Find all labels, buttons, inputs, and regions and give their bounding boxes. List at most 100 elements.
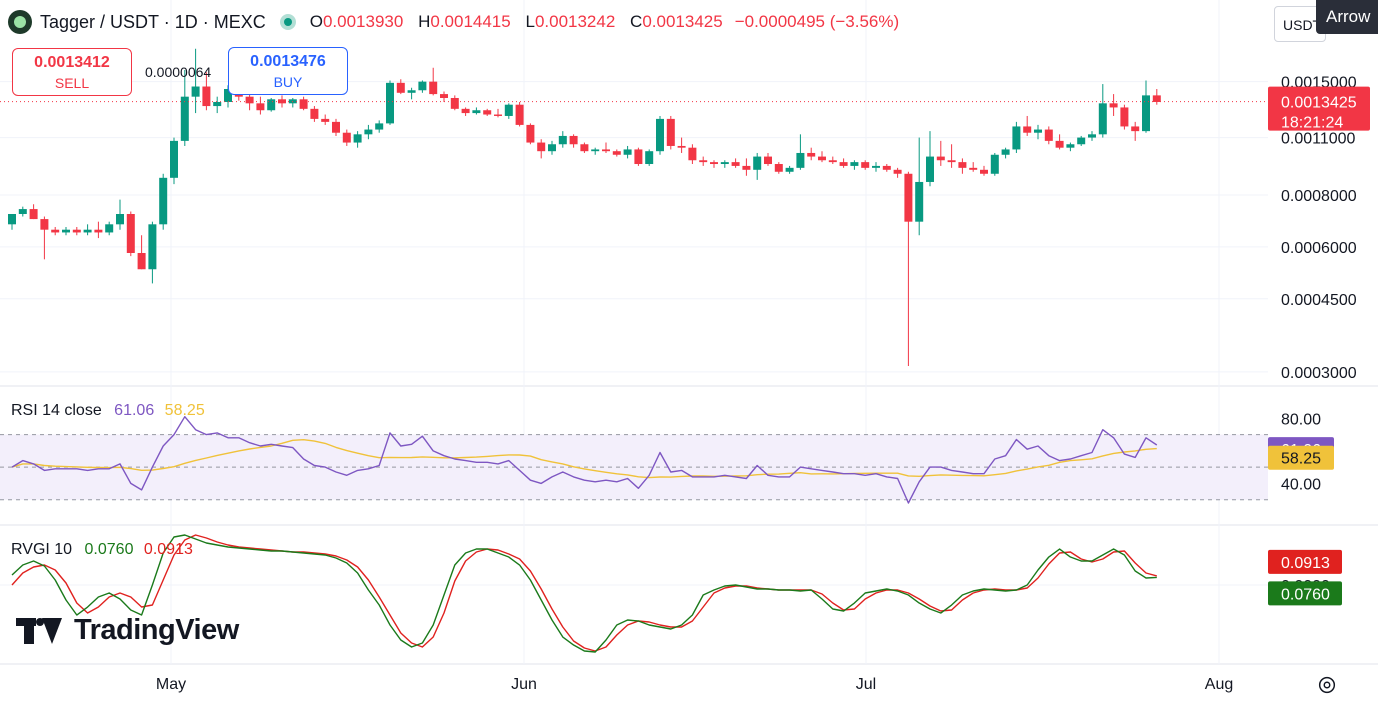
buy-price: 0.0013476 xyxy=(250,53,326,70)
rvgi-value-tag xyxy=(1268,581,1342,606)
candle-body xyxy=(321,118,330,122)
candle-body xyxy=(591,149,600,152)
candle-body xyxy=(526,124,535,143)
candle-body xyxy=(332,121,340,133)
chart-header: Tagger / USDT · 1D · MEXC O0.0013930 H0.… xyxy=(8,8,899,36)
candle-body xyxy=(51,229,60,233)
candle-body xyxy=(872,165,880,168)
candle-body xyxy=(1055,140,1064,148)
candle-body xyxy=(72,229,81,233)
current-price-label: 0.0013425 xyxy=(1281,95,1357,112)
candle-body xyxy=(537,142,546,152)
candle-body xyxy=(796,152,805,168)
candle-body xyxy=(159,177,168,225)
candle-body xyxy=(202,86,211,107)
candle-body xyxy=(472,110,481,114)
candle-body xyxy=(764,156,772,165)
candle-body xyxy=(828,160,837,163)
candle-body xyxy=(785,167,794,172)
candle-body xyxy=(126,214,135,253)
candle-body xyxy=(267,99,276,111)
candle-body xyxy=(753,156,762,170)
rvgi-value: 0.0760 xyxy=(84,541,134,558)
candle-body xyxy=(83,229,92,233)
candle-body xyxy=(256,103,265,111)
price-axis-tick: 0.0006000 xyxy=(1281,240,1357,257)
sell-label: SELL xyxy=(54,75,90,91)
candle-body xyxy=(580,144,589,152)
rvgi-legend[interactable]: RVGI 10 0.0760 0.0913 xyxy=(11,541,193,559)
time-axis-label-jul: Jul xyxy=(855,676,877,693)
candle-body xyxy=(40,219,49,230)
candle-body xyxy=(191,86,200,97)
candle-body xyxy=(170,140,178,178)
rvgi-signal-label: 0.0913 xyxy=(1281,555,1330,572)
candle-body xyxy=(1023,126,1032,133)
settings-gear-icon[interactable] xyxy=(1316,674,1338,696)
candle-body xyxy=(1077,137,1086,145)
rvgi-params: 10 xyxy=(54,541,73,558)
open-label: O xyxy=(309,12,323,31)
candle-body xyxy=(1066,144,1075,148)
candle-body xyxy=(386,82,394,124)
rsi-axis-tick: 40.00 xyxy=(1281,476,1321,493)
tradingview-logo[interactable]: TradingView xyxy=(16,614,239,647)
price-axis-tick: 0.0011000 xyxy=(1281,131,1356,148)
rvgi-signal-line xyxy=(11,534,1157,652)
sell-price: 0.0013412 xyxy=(34,54,110,71)
symbol-title[interactable]: Tagger / USDT · 1D · MEXC xyxy=(40,11,266,32)
tradingview-logo-icon xyxy=(16,617,64,644)
candle-body xyxy=(1152,95,1161,102)
close-label: C xyxy=(630,12,643,31)
high-label: H xyxy=(418,12,431,31)
buy-button[interactable]: 0.0013476 BUY xyxy=(228,47,348,95)
candle-body xyxy=(882,165,891,170)
rvgi-signal-value: 0.0913 xyxy=(143,541,193,558)
candle-body xyxy=(720,162,729,165)
candle-body xyxy=(342,132,351,143)
rvgi-value-label: 0.0760 xyxy=(1281,586,1330,603)
market-status-icon[interactable] xyxy=(279,14,296,30)
candle-body xyxy=(62,229,70,233)
rsi-value: 61.06 xyxy=(114,402,155,419)
candle-body xyxy=(1034,129,1042,133)
tagger-logo-icon xyxy=(8,10,32,34)
candle-body xyxy=(688,147,697,161)
candle-body xyxy=(299,99,308,109)
candle-body xyxy=(915,181,924,222)
rsi-params: 14 close xyxy=(42,402,102,419)
rsi-line xyxy=(11,416,1158,504)
candle-body xyxy=(893,169,902,174)
candle-body xyxy=(429,81,438,95)
candle-body xyxy=(612,151,621,155)
low-label: L xyxy=(525,12,535,31)
candle-body xyxy=(677,145,686,148)
candle-body xyxy=(29,209,38,220)
rvgi-line xyxy=(11,534,1157,653)
candle-body xyxy=(969,167,978,170)
rsi-ma-label: 58.25 xyxy=(1281,451,1321,468)
candle-body xyxy=(634,149,643,165)
candle-body xyxy=(461,108,470,114)
rsi-axis-tick: 80.00 xyxy=(1281,411,1321,428)
candle-body xyxy=(1142,95,1150,132)
arrow-tag[interactable]: Arrow xyxy=(1316,0,1378,34)
ohlc-values: O0.0013930 H0.0014415 L0.0013242 C0.0013… xyxy=(310,12,723,32)
candle-body xyxy=(245,96,254,104)
candle-body xyxy=(8,214,16,225)
candle-body xyxy=(375,123,384,130)
rvgi-signal-tag xyxy=(1268,549,1342,574)
rsi-legend[interactable]: RSI 14 close 61.06 58.25 xyxy=(11,402,205,420)
candle-body xyxy=(807,152,816,157)
candle-body xyxy=(105,224,114,233)
candle-body xyxy=(656,118,664,152)
candle-body xyxy=(818,156,826,161)
sell-button[interactable]: 0.0013412 SELL xyxy=(12,48,132,96)
time-axis-label-aug: Aug xyxy=(1204,676,1234,693)
candle-body xyxy=(94,229,103,233)
bar-countdown-label: 18:21:24 xyxy=(1281,115,1343,132)
candle-body xyxy=(839,162,848,166)
spread-value: 0.0000064 xyxy=(145,64,212,80)
candle-body xyxy=(515,104,524,125)
